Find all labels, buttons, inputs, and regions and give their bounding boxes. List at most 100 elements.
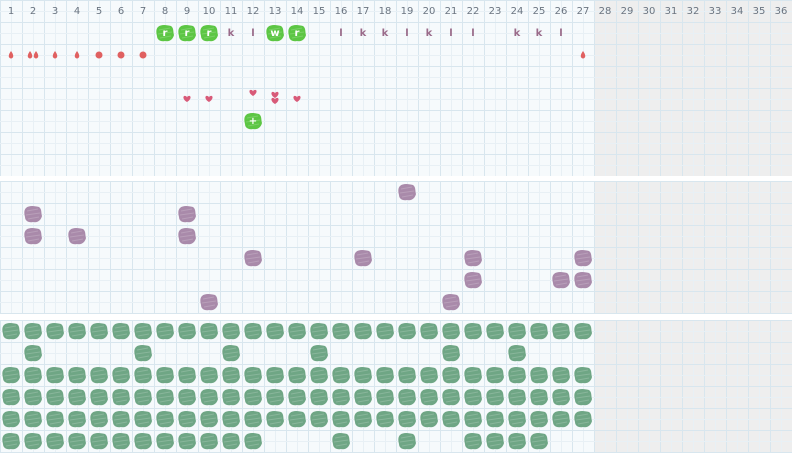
green-blob[interactable] — [265, 321, 285, 341]
green-blob[interactable] — [111, 431, 131, 451]
purple-blob[interactable] — [573, 270, 593, 290]
green-blob[interactable] — [419, 321, 439, 341]
green-blob[interactable] — [331, 321, 351, 341]
letter-mark[interactable]: k — [359, 27, 367, 39]
green-blob[interactable] — [23, 409, 43, 429]
green-blob[interactable] — [375, 321, 395, 341]
green-blob[interactable] — [551, 321, 571, 341]
green-blob[interactable] — [45, 321, 65, 341]
purple-blob[interactable] — [177, 226, 197, 246]
green-blob[interactable] — [507, 365, 527, 385]
green-blob[interactable] — [67, 365, 87, 385]
green-blob[interactable] — [45, 409, 65, 429]
green-blob[interactable] — [155, 365, 175, 385]
green-blob[interactable] — [463, 431, 483, 451]
green-blob[interactable] — [221, 321, 241, 341]
green-blob[interactable] — [507, 321, 527, 341]
letter-mark[interactable]: k — [425, 27, 433, 39]
green-blob[interactable] — [111, 409, 131, 429]
letter-mark[interactable]: l — [449, 27, 453, 39]
purple-blob[interactable] — [177, 204, 197, 224]
green-blob[interactable] — [331, 387, 351, 407]
green-blob[interactable] — [133, 343, 153, 363]
green-blob[interactable] — [265, 409, 285, 429]
letter-badge[interactable]: r — [155, 23, 175, 43]
green-blob[interactable] — [45, 387, 65, 407]
letter-mark[interactable]: k — [513, 27, 521, 39]
green-blob[interactable] — [287, 409, 307, 429]
dot-icon[interactable] — [132, 44, 154, 66]
green-blob[interactable] — [23, 365, 43, 385]
green-blob[interactable] — [67, 321, 87, 341]
green-blob[interactable] — [243, 387, 263, 407]
green-blob[interactable] — [243, 409, 263, 429]
heart-icon[interactable] — [264, 88, 286, 110]
green-blob[interactable] — [507, 387, 527, 407]
green-blob[interactable] — [67, 409, 87, 429]
green-blob[interactable] — [353, 409, 373, 429]
green-blob[interactable] — [441, 387, 461, 407]
green-blob[interactable] — [485, 365, 505, 385]
green-blob[interactable] — [89, 321, 109, 341]
purple-blob[interactable] — [353, 248, 373, 268]
green-blob[interactable] — [551, 387, 571, 407]
heart-icon[interactable] — [286, 88, 308, 110]
purple-blob[interactable] — [23, 226, 43, 246]
green-blob[interactable] — [177, 387, 197, 407]
green-blob[interactable] — [397, 431, 417, 451]
green-blob[interactable] — [155, 409, 175, 429]
green-blob[interactable] — [529, 431, 549, 451]
green-blob[interactable] — [243, 321, 263, 341]
green-blob[interactable] — [309, 321, 329, 341]
green-blob[interactable] — [419, 365, 439, 385]
green-blob[interactable] — [45, 365, 65, 385]
green-blob[interactable] — [309, 343, 329, 363]
green-blob[interactable] — [507, 409, 527, 429]
green-blob[interactable] — [155, 387, 175, 407]
green-blob[interactable] — [507, 431, 527, 451]
green-blob[interactable] — [397, 409, 417, 429]
green-blob[interactable] — [419, 409, 439, 429]
drop-icon[interactable] — [0, 44, 22, 66]
letter-mark[interactable]: k — [535, 27, 543, 39]
green-blob[interactable] — [353, 321, 373, 341]
green-blob[interactable] — [397, 365, 417, 385]
green-blob[interactable] — [573, 365, 593, 385]
green-blob[interactable] — [67, 431, 87, 451]
green-blob[interactable] — [243, 431, 263, 451]
purple-blob[interactable] — [397, 182, 417, 202]
green-blob[interactable] — [133, 431, 153, 451]
green-blob[interactable] — [221, 387, 241, 407]
green-blob[interactable] — [441, 321, 461, 341]
green-blob[interactable] — [177, 321, 197, 341]
letter-badge[interactable]: w — [265, 23, 285, 43]
green-blob[interactable] — [133, 365, 153, 385]
letter-mark[interactable]: l — [251, 27, 255, 39]
green-blob[interactable] — [221, 365, 241, 385]
green-blob[interactable] — [331, 365, 351, 385]
green-blob[interactable] — [243, 365, 263, 385]
green-blob[interactable] — [177, 431, 197, 451]
green-blob[interactable] — [199, 321, 219, 341]
green-blob[interactable] — [397, 387, 417, 407]
green-blob[interactable] — [177, 409, 197, 429]
green-blob[interactable] — [529, 365, 549, 385]
green-blob[interactable] — [309, 409, 329, 429]
purple-blob[interactable] — [23, 204, 43, 224]
heart-icon[interactable] — [176, 88, 198, 110]
green-blob[interactable] — [397, 321, 417, 341]
purple-blob[interactable] — [551, 270, 571, 290]
purple-blob[interactable] — [573, 248, 593, 268]
green-blob[interactable] — [45, 431, 65, 451]
green-blob[interactable] — [287, 365, 307, 385]
green-blob[interactable] — [485, 409, 505, 429]
green-blob[interactable] — [353, 365, 373, 385]
green-blob[interactable] — [309, 365, 329, 385]
green-blob[interactable] — [111, 321, 131, 341]
letter-mark[interactable]: k — [381, 27, 389, 39]
green-blob[interactable] — [463, 409, 483, 429]
green-blob[interactable] — [1, 409, 21, 429]
purple-blob[interactable] — [441, 292, 461, 312]
purple-blob[interactable] — [463, 248, 483, 268]
green-blob[interactable] — [89, 365, 109, 385]
